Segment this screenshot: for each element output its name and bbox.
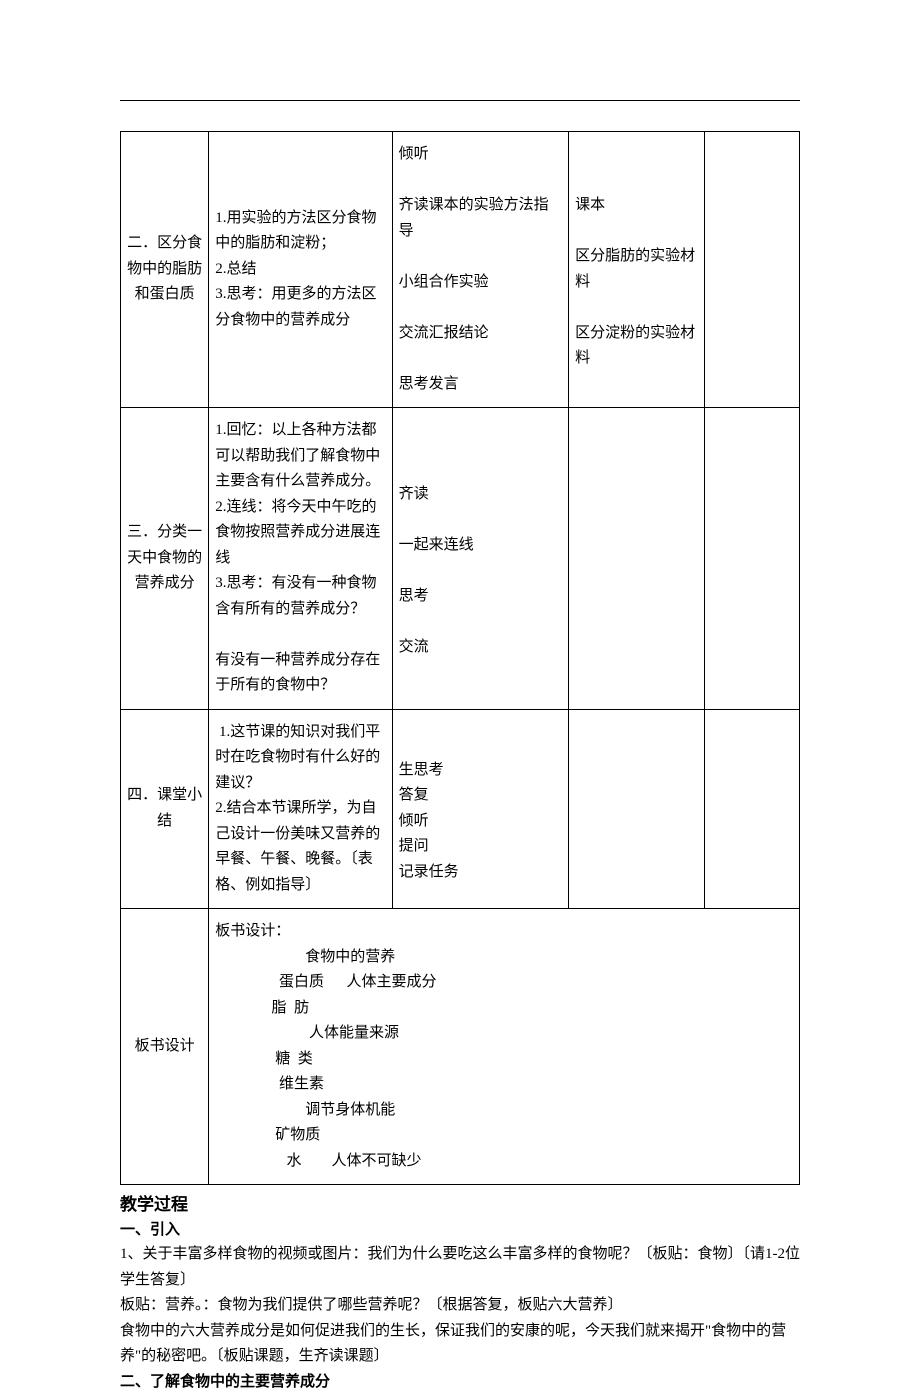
board-line: 维生素: [215, 1072, 793, 1098]
section-1-p2: 板贴：营养。：食物为我们提供了哪些营养呢？〔根据答复，板贴六大营养〕: [120, 1293, 800, 1319]
cell-text: 倾听 齐读课本的实验方法指导 小组合作实验 交流汇报结论 思考发言: [399, 142, 563, 397]
cell-text: 1.回忆：以上各种方法都可以帮助我们了解食物中主要含有什么营养成分。 2.连线：…: [215, 418, 385, 699]
row3-section: 四．课堂小结: [121, 709, 209, 909]
board-line: 人体能量来源: [215, 1021, 793, 1047]
board-line: 蛋白质 人体主要成分: [215, 970, 793, 996]
row3-student: 生思考 答复 倾听 提问 记录任务: [392, 709, 569, 909]
board-label: 板书设计: [121, 909, 209, 1185]
row3-teacher: 1.这节课的知识对我们平时在吃食物时有什么好的建议？ 2.结合本节课所学，为自己…: [209, 709, 392, 909]
board-line: 食物中的营养: [215, 945, 793, 971]
row2-materials: [569, 408, 705, 710]
cell-text: 课本 区分脂肪的实验材料 区分淀粉的实验材料: [575, 168, 698, 372]
section-2-title: 二、了解食物中的主要营养成分: [120, 1370, 800, 1394]
row1-student: 倾听 齐读课本的实验方法指导 小组合作实验 交流汇报结论 思考发言: [392, 132, 569, 408]
board-content-cell: 板书设计： 食物中的营养 蛋白质 人体主要成分 脂 肪 人体能量来源 糖 类 维…: [209, 909, 800, 1185]
board-line: 矿物质: [215, 1123, 793, 1149]
table-row: 四．课堂小结 1.这节课的知识对我们平时在吃食物时有什么好的建议？ 2.结合本节…: [121, 709, 800, 909]
row2-extra: [704, 408, 799, 710]
row1-section: 二．区分食物中的脂肪和蛋白质: [121, 132, 209, 408]
row2-teacher: 1.回忆：以上各种方法都可以帮助我们了解食物中主要含有什么营养成分。 2.连线：…: [209, 408, 392, 710]
cell-text: 1.这节课的知识对我们平时在吃食物时有什么好的建议？ 2.结合本节课所学，为自己…: [215, 720, 385, 899]
board-line: 脂 肪: [215, 996, 793, 1022]
top-rule: [120, 100, 800, 101]
board-line: 板书设计：: [215, 919, 793, 945]
process-title: 教学过程: [120, 1191, 800, 1218]
table-row: 二．区分食物中的脂肪和蛋白质 1.用实验的方法区分食物中的脂肪和淀粉； 2.总结…: [121, 132, 800, 408]
row2-student: 齐读 一起来连线 思考 交流: [392, 408, 569, 710]
board-line: 糖 类: [215, 1047, 793, 1073]
row1-extra: [704, 132, 799, 408]
section-1-p3: 食物中的六大营养成分是如何促进我们的生长，保证我们的安康的呢，今天我们就来揭开"…: [120, 1319, 800, 1370]
lesson-table: 二．区分食物中的脂肪和蛋白质 1.用实验的方法区分食物中的脂肪和淀粉； 2.总结…: [120, 131, 800, 1185]
section-1-p1: 1、关于丰富多样食物的视频或图片：我们为什么要吃这么丰富多样的食物呢？〔板贴：食…: [120, 1242, 800, 1293]
table-row-board: 板书设计 板书设计： 食物中的营养 蛋白质 人体主要成分 脂 肪 人体能量来源 …: [121, 909, 800, 1185]
section-1-title: 一、引入: [120, 1218, 800, 1242]
row3-materials: [569, 709, 705, 909]
row2-section: 三．分类一天中食物的营养成分: [121, 408, 209, 710]
board-line: 调节身体机能: [215, 1098, 793, 1124]
row1-teacher: 1.用实验的方法区分食物中的脂肪和淀粉； 2.总结 3.思考：用更多的方法区分食…: [209, 132, 392, 408]
cell-text: 齐读 一起来连线 思考 交流: [399, 456, 563, 660]
row3-extra: [704, 709, 799, 909]
cell-text: 1.用实验的方法区分食物中的脂肪和淀粉； 2.总结 3.思考：用更多的方法区分食…: [215, 206, 385, 334]
cell-text: 生思考 答复 倾听 提问 记录任务: [399, 732, 563, 885]
board-line: 水 人体不可缺少: [215, 1149, 793, 1175]
row1-materials: 课本 区分脂肪的实验材料 区分淀粉的实验材料: [569, 132, 705, 408]
table-row: 三．分类一天中食物的营养成分 1.回忆：以上各种方法都可以帮助我们了解食物中主要…: [121, 408, 800, 710]
